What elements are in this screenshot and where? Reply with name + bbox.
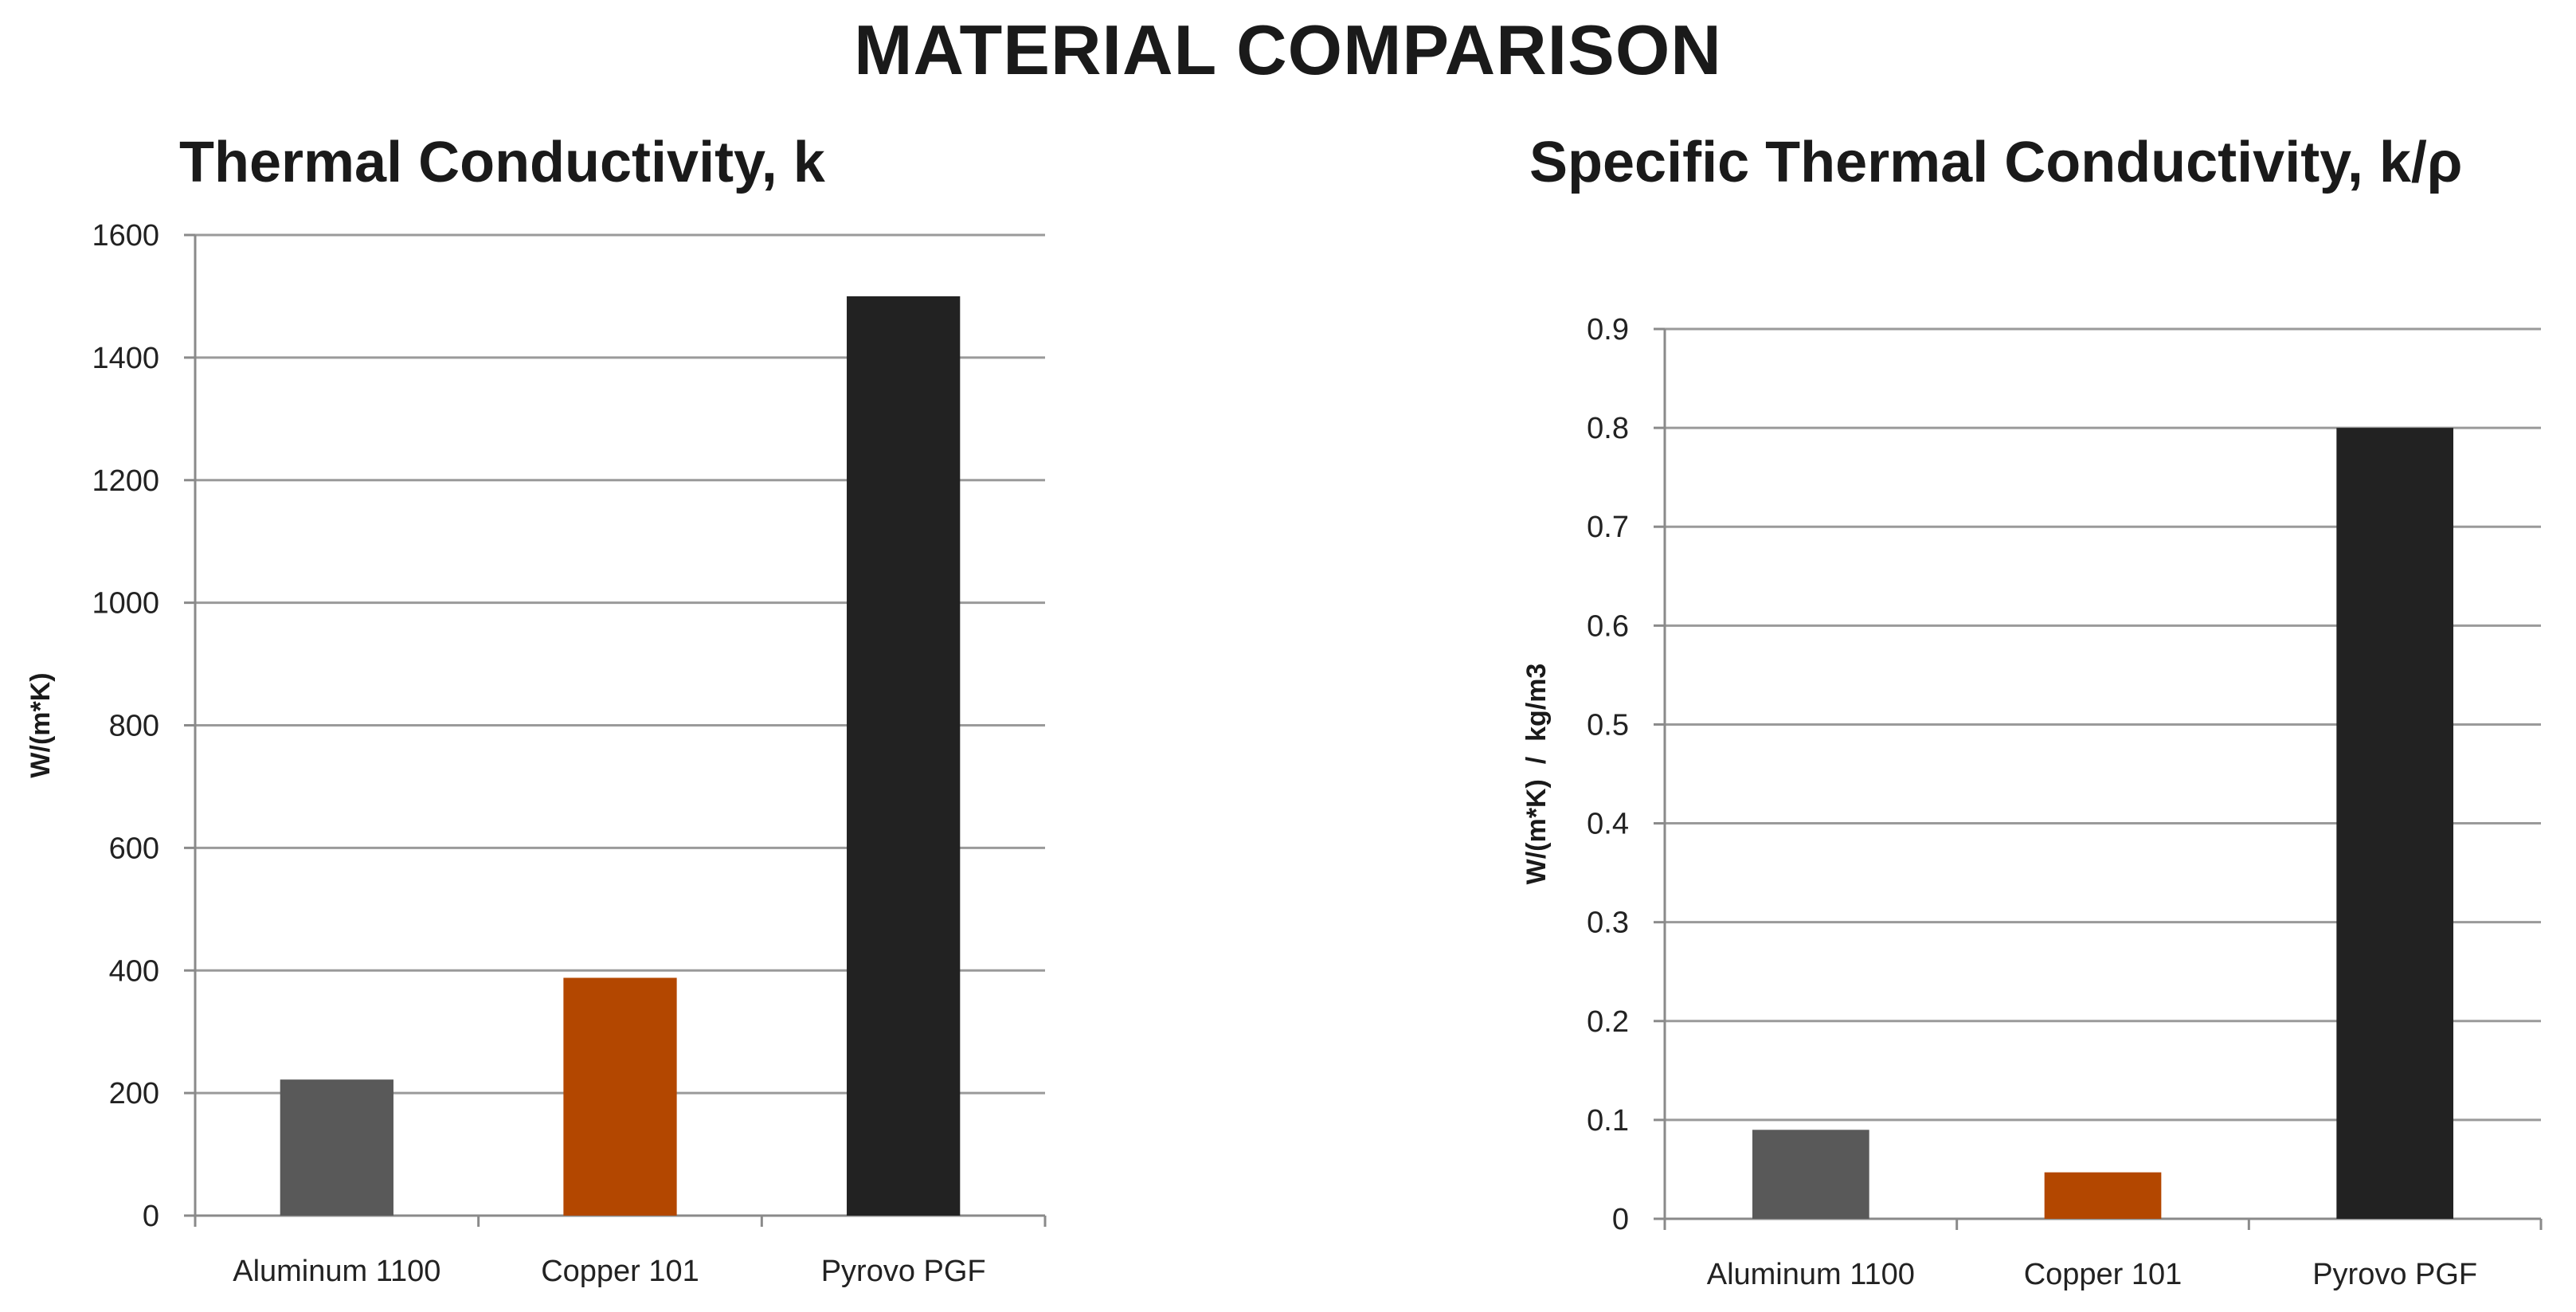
category-label: Pyrovo PGF: [2312, 1258, 2477, 1291]
y-tick-label: 0.6: [1587, 609, 1629, 643]
y-tick-label: 1200: [92, 464, 159, 498]
y-tick-label: 0.8: [1587, 412, 1629, 445]
bar-1: [1752, 1130, 1869, 1219]
y-tick-label: 0.4: [1587, 808, 1629, 841]
category-label: Aluminum 1100: [233, 1255, 440, 1288]
y-tick-label: 800: [109, 710, 159, 743]
y-tick-label: 600: [109, 832, 159, 865]
y-tick-label: 0: [1612, 1203, 1629, 1236]
y-tick-label: 400: [109, 954, 159, 988]
y-tick-label: 0.7: [1587, 511, 1629, 544]
chart-specific-thermal-conductivity: Specific Thermal Conductivity, k/ρ 0 0.1 0.…: [1521, 131, 2543, 1291]
category-label: Copper 101: [2024, 1258, 2183, 1291]
y-tick-label: 0.2: [1587, 1005, 1629, 1039]
bar-2: [2044, 1172, 2162, 1219]
category-label: Aluminum 1100: [1707, 1258, 1915, 1291]
y-tick-label: 0.5: [1587, 708, 1629, 742]
category-label: Pyrovo PGF: [821, 1255, 986, 1288]
chart-title: Thermal Conductivity, k: [179, 131, 826, 194]
chart-thermal-conductivity: Thermal Conductivity, k 0 200 400 600 800 1000…: [25, 131, 1047, 1288]
y-axis-label: W/(m*K) / kg/m3: [1521, 664, 1552, 885]
y-tick-label: 0.9: [1587, 313, 1629, 347]
y-axis-label: W/(m*K): [25, 672, 56, 777]
y-tick-label: 1600: [92, 219, 159, 253]
y-tick-label: 200: [109, 1077, 159, 1110]
main-title: MATERIAL COMPARISON: [854, 10, 1722, 89]
bar-3: [847, 296, 961, 1216]
y-tick-label: 1000: [92, 587, 159, 621]
bar-1: [280, 1079, 393, 1216]
y-tick-label: 0.3: [1587, 907, 1629, 940]
bar-3: [2336, 428, 2453, 1219]
y-tick-label: 0: [143, 1200, 159, 1233]
chart-title: Specific Thermal Conductivity, k/ρ: [1529, 131, 2462, 194]
y-tick-label: 0.1: [1587, 1104, 1629, 1138]
bar-2: [563, 977, 677, 1216]
category-label: Copper 101: [541, 1255, 699, 1288]
y-tick-label: 1400: [92, 342, 159, 375]
